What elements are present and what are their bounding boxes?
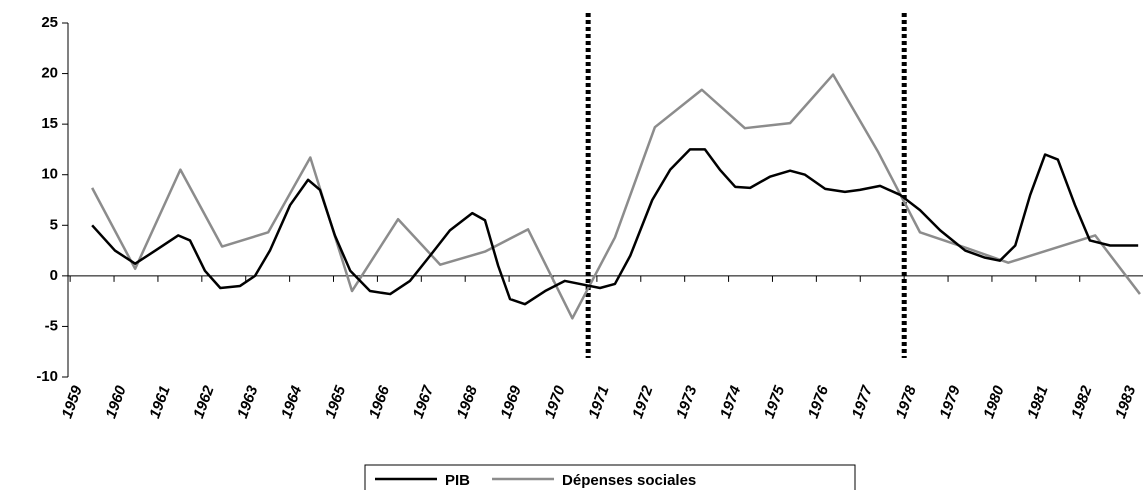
x-tick-label: 1967 [410,383,438,421]
x-tick-label: 1971 [585,384,612,421]
x-tick-label: 1968 [454,383,482,421]
y-tick-label: 5 [50,216,58,233]
x-tick-label: 1962 [190,383,218,421]
y-tick-label: 20 [41,65,58,82]
y-tick-label: -10 [36,368,58,385]
x-tick-label: 1966 [366,383,394,421]
legend: PIB Dépenses sociales [364,464,856,490]
x-tick-label: 1976 [805,383,833,421]
legend-box [364,464,856,490]
x-tick-label: 1981 [1024,384,1051,421]
y-tick-label: -5 [45,317,58,334]
x-tick-label: 1975 [761,383,789,421]
x-tick-label: 1972 [629,383,657,421]
x-tick-label: 1961 [146,384,173,421]
y-tick-label: 15 [41,115,58,132]
y-tick-label: 10 [41,166,58,183]
x-tick-label: 1977 [849,383,877,421]
x-tick-label: 1982 [1068,383,1096,421]
x-tick-label: 1979 [936,383,964,421]
x-tick-label: 1964 [278,383,306,421]
x-tick-label: 1965 [322,383,350,421]
legend-label: Dépenses sociales [562,472,696,489]
series-line [91,148,1139,306]
x-tick-label: 1974 [717,383,745,421]
x-tick-label: 1959 [59,383,87,421]
x-tick-label: 1963 [234,383,262,421]
y-tick-label: 25 [41,14,58,31]
x-tick-label: 1980 [980,383,1008,421]
series-line [91,73,1141,320]
x-tick-label: 1973 [673,383,701,421]
x-tick-label: 1969 [497,383,525,421]
y-tick-label: 0 [50,267,58,284]
x-tick-label: 1983 [1112,383,1140,421]
legend-label: PIB [445,472,470,489]
x-tick-label: 1978 [893,383,921,421]
x-tick-label: 1970 [541,383,569,421]
x-tick-label: 1960 [102,383,130,421]
